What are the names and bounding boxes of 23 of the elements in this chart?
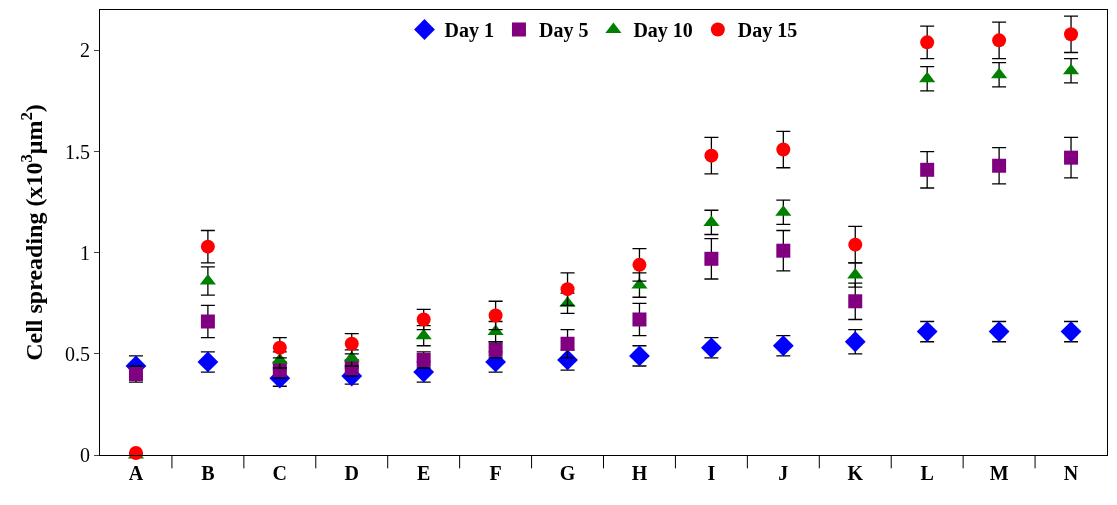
x-tick-label: K — [847, 462, 864, 484]
x-tick-label: F — [489, 462, 502, 484]
x-tick-label: N — [1063, 462, 1079, 484]
x-tick-label: E — [417, 462, 431, 484]
legend-label: Day 1 — [444, 19, 494, 43]
y-tick-label: 1 — [80, 241, 90, 264]
x-tick-label: M — [989, 462, 1009, 484]
y-tick-label: 0 — [80, 444, 90, 466]
legend-label: Day 5 — [538, 19, 589, 43]
x-tick-label: A — [128, 462, 144, 484]
x-tick-label: G — [559, 462, 576, 484]
legend-label: Day 15 — [737, 19, 798, 43]
legend-label: Day 10 — [633, 19, 693, 43]
y-tick-label: 1.5 — [65, 140, 90, 163]
x-tick-label: C — [272, 462, 288, 484]
y-tick-label: 0.5 — [65, 342, 90, 365]
y-tick-label: 2 — [80, 39, 90, 62]
x-tick-label: L — [920, 462, 934, 484]
x-tick-label: J — [778, 462, 789, 484]
x-tick-label: I — [707, 462, 716, 484]
x-tick-label: D — [344, 462, 359, 484]
x-tick-label: B — [201, 462, 215, 484]
x-tick-label: H — [631, 462, 648, 484]
